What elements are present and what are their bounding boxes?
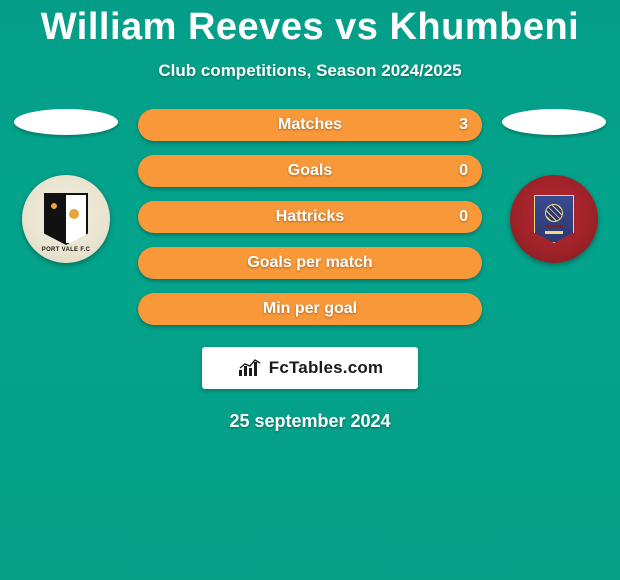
stat-value: 0 xyxy=(459,208,468,226)
stat-label: Min per goal xyxy=(263,300,357,318)
shield-icon xyxy=(44,193,88,245)
stat-value: 0 xyxy=(459,162,468,180)
date-text: 25 september 2024 xyxy=(0,411,620,432)
stat-label: Matches xyxy=(278,116,342,134)
left-club-label: PORT VALE F.C xyxy=(22,247,110,253)
page-title: William Reeves vs Khumbeni xyxy=(0,0,620,49)
left-player-ellipse xyxy=(14,109,118,135)
shield-icon xyxy=(534,195,574,243)
chart-icon xyxy=(237,358,263,378)
stat-row-goals-per-match: Goals per match xyxy=(138,247,482,279)
right-player-col xyxy=(502,109,606,263)
stats-column: Matches 3 Goals 0 Hattricks 0 Goals per … xyxy=(138,109,482,325)
right-player-ellipse xyxy=(502,109,606,135)
stat-row-goals: Goals 0 xyxy=(138,155,482,187)
stat-row-min-per-goal: Min per goal xyxy=(138,293,482,325)
left-club-logo: PORT VALE F.C xyxy=(22,175,110,263)
stat-value: 3 xyxy=(459,116,468,134)
right-club-logo xyxy=(510,175,598,263)
watermark-badge: FcTables.com xyxy=(202,347,418,389)
stat-row-hattricks: Hattricks 0 xyxy=(138,201,482,233)
stat-row-matches: Matches 3 xyxy=(138,109,482,141)
stat-label: Goals per match xyxy=(247,254,372,272)
watermark-text: FcTables.com xyxy=(269,358,384,378)
comparison-row: PORT VALE F.C Matches 3 Goals 0 Hattrick… xyxy=(0,109,620,325)
stat-label: Goals xyxy=(288,162,332,180)
stat-label: Hattricks xyxy=(276,208,344,226)
left-player-col: PORT VALE F.C xyxy=(14,109,118,263)
subtitle: Club competitions, Season 2024/2025 xyxy=(0,61,620,81)
